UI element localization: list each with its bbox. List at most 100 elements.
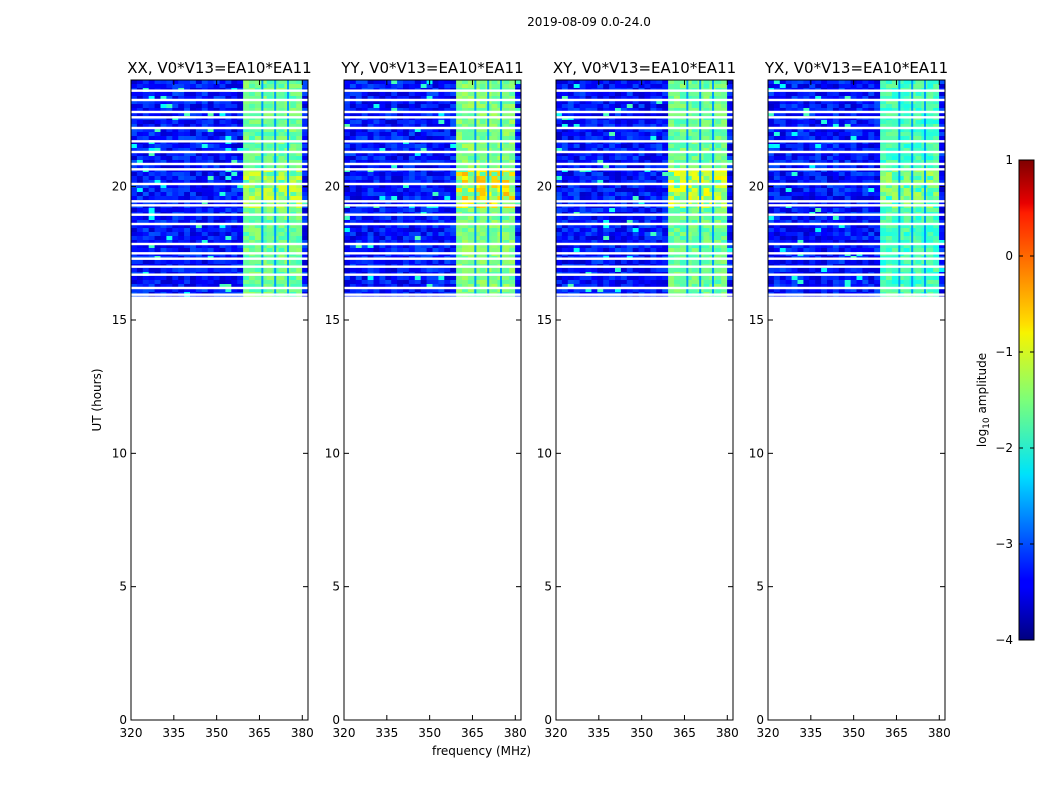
heatmap-cell bbox=[397, 196, 404, 201]
heatmap-cell bbox=[349, 288, 357, 293]
heatmap-cell bbox=[561, 240, 569, 245]
heatmap-cell bbox=[591, 176, 598, 181]
heatmap-cell bbox=[231, 232, 238, 237]
heatmap-cell bbox=[656, 164, 663, 169]
heatmap-cell bbox=[201, 176, 209, 181]
heatmap-cell bbox=[367, 224, 374, 229]
heatmap-cell bbox=[609, 280, 616, 285]
heatmap-cell bbox=[462, 236, 469, 241]
heatmap-cell bbox=[154, 276, 161, 281]
y-tick-label: 15 bbox=[325, 313, 340, 327]
heatmap-cell bbox=[668, 92, 675, 97]
heatmap-cell bbox=[715, 156, 722, 161]
heatmap-cell bbox=[503, 180, 510, 185]
flagged-row bbox=[131, 222, 308, 226]
heatmap-cell bbox=[195, 260, 203, 265]
heatmap-cell bbox=[397, 288, 404, 293]
heatmap-cell bbox=[650, 240, 657, 245]
heatmap-cell bbox=[456, 188, 463, 193]
heatmap-cell bbox=[367, 280, 374, 285]
heatmap-cell bbox=[190, 208, 197, 213]
x-tick-label: 350 bbox=[205, 726, 228, 740]
heatmap-cell bbox=[674, 216, 681, 221]
heatmap-cell bbox=[302, 276, 309, 281]
heatmap-cell bbox=[225, 276, 232, 281]
heatmap-cell bbox=[195, 280, 203, 285]
heatmap-cell bbox=[420, 112, 427, 117]
heatmap-cell bbox=[638, 144, 645, 149]
heatmap-cell bbox=[491, 220, 498, 225]
heatmap-cell bbox=[213, 192, 220, 197]
heatmap-cell bbox=[408, 128, 416, 133]
heatmap-cell bbox=[231, 216, 238, 221]
heatmap-cell bbox=[715, 100, 722, 105]
heatmap-cell bbox=[450, 248, 457, 253]
heatmap-cell bbox=[148, 144, 155, 149]
heatmap-cell bbox=[207, 208, 214, 213]
heatmap-cell bbox=[266, 184, 273, 189]
heatmap-cell bbox=[585, 96, 592, 101]
heatmap-cell bbox=[556, 276, 563, 281]
heatmap-cell bbox=[391, 288, 398, 293]
heatmap-cell bbox=[213, 108, 220, 113]
heatmap-cell bbox=[679, 96, 687, 101]
heatmap-cell bbox=[491, 236, 498, 241]
heatmap-cell bbox=[585, 84, 592, 89]
heatmap-cell bbox=[567, 268, 575, 273]
heatmap-cell bbox=[184, 192, 191, 197]
heatmap-cell bbox=[373, 284, 380, 289]
heatmap-cell bbox=[556, 100, 563, 105]
heatmap-cell bbox=[178, 144, 185, 149]
heatmap-cell bbox=[679, 208, 687, 213]
heatmap-cell bbox=[662, 156, 669, 161]
heatmap-cell bbox=[391, 148, 398, 153]
heatmap-cell bbox=[349, 184, 357, 189]
heatmap-cell bbox=[691, 136, 698, 141]
channel-gap bbox=[487, 80, 490, 296]
heatmap-cell bbox=[414, 100, 422, 105]
heatmap-cell bbox=[479, 192, 486, 197]
heatmap-cell bbox=[290, 236, 297, 241]
heatmap-cell bbox=[266, 228, 273, 233]
heatmap-cell bbox=[420, 276, 427, 281]
heatmap-cell bbox=[408, 160, 416, 165]
heatmap-cell bbox=[290, 176, 297, 181]
heatmap-cell bbox=[290, 84, 297, 89]
heatmap-cell bbox=[195, 152, 203, 157]
heatmap-cell bbox=[597, 228, 604, 233]
heatmap-cell bbox=[450, 196, 457, 201]
heatmap-cell bbox=[479, 144, 486, 149]
heatmap-cell bbox=[556, 92, 563, 97]
heatmap-cell bbox=[603, 104, 610, 109]
heatmap-cell bbox=[561, 208, 569, 213]
heatmap-cell bbox=[644, 192, 651, 197]
channel-gap bbox=[686, 80, 689, 296]
heatmap-cell bbox=[691, 152, 698, 157]
heatmap-cell bbox=[450, 112, 457, 117]
heatmap-cell bbox=[479, 224, 486, 229]
heatmap-cell bbox=[160, 92, 167, 97]
heatmap-cell bbox=[154, 164, 161, 169]
heatmap-cell bbox=[491, 124, 498, 129]
heatmap-cell bbox=[668, 236, 675, 241]
heatmap-cell bbox=[136, 104, 144, 109]
heatmap-cell bbox=[249, 96, 256, 101]
heatmap-cell bbox=[644, 80, 651, 85]
heatmap-cell bbox=[296, 96, 303, 101]
heatmap-cell bbox=[296, 80, 303, 85]
heatmap-cell bbox=[679, 144, 687, 149]
heatmap-cell bbox=[515, 172, 522, 177]
heatmap-cell bbox=[585, 216, 592, 221]
heatmap-cell bbox=[467, 160, 475, 165]
heatmap-cell bbox=[727, 148, 734, 153]
heatmap-cell bbox=[721, 100, 728, 105]
heatmap-cell bbox=[148, 280, 155, 285]
heatmap-cell bbox=[136, 224, 144, 229]
heatmap-cell bbox=[403, 156, 410, 161]
heatmap-cell bbox=[160, 220, 167, 225]
heatmap-cell bbox=[219, 236, 226, 241]
heatmap-cell bbox=[243, 228, 250, 233]
heatmap-cell bbox=[207, 80, 214, 85]
heatmap-cell bbox=[131, 232, 138, 237]
heatmap-cell bbox=[467, 268, 475, 273]
